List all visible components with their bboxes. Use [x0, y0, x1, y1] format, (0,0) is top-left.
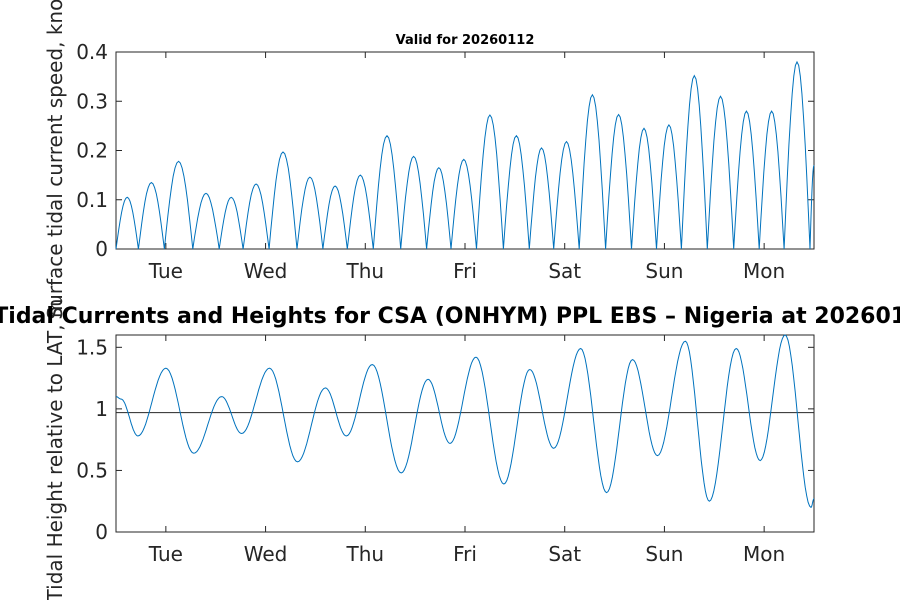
current-speed-xtick-label: Mon: [743, 259, 785, 283]
tidal-height-xtick-label: Fri: [453, 542, 477, 566]
current-speed-series: [115, 60, 815, 250]
tidal-height-xtick-label: Thu: [345, 542, 384, 566]
tidal-height-xtick-label: Sun: [645, 542, 683, 566]
tidal-height-xtick-label: Wed: [244, 542, 288, 566]
tidal-height-series: [116, 334, 815, 509]
current-speed-xtick-label: Tue: [148, 259, 183, 283]
tidal-height-yticks: 0 0.5 1 1.5: [76, 335, 814, 544]
current-speed-yticks: 0 0.1 0.2 0.3 0.4: [76, 40, 814, 261]
current-speed-xtick-label: Fri: [453, 259, 477, 283]
current-speed-ytick-label: 0.4: [76, 40, 108, 64]
tidal-height-ytick-label: 0.5: [76, 458, 108, 482]
current-speed-ylabel: Surface tidal current speed, knots: [43, 0, 67, 320]
tidal-height-axes-box: [115, 334, 815, 533]
tidal-height-xtick-label: Sat: [548, 542, 581, 566]
tidal-height-panel: 0 0.5 1 1.5 Tue Wed Thu Fri Sat Sun Mon Tidal Hei…: [0, 299, 900, 600]
current-speed-ytick-label: 0: [95, 237, 108, 261]
current-speed-title: Valid for 20260112: [396, 33, 535, 48]
tidal-height-ytick-label: 0: [95, 520, 108, 544]
tidal-height-line: [116, 334, 815, 509]
current-speed-ytick-label: 0.2: [76, 139, 108, 163]
current-speed-xtick-label: Sun: [645, 259, 683, 283]
tidal-height-xtick-label: Mon: [743, 542, 785, 566]
current-speed-xticks: Tue Wed Thu Fri Sat Sun Mon: [148, 52, 785, 283]
tidal-height-title: Tidal Currents and Heights for CSA (ONHY…: [0, 304, 900, 329]
tidal-height-ylabel: Tidal Height relative to LAT, m: [43, 299, 67, 600]
tidal-height-ytick-label: 1: [95, 397, 108, 421]
current-speed-ytick-label: 0.1: [76, 188, 108, 212]
current-speed-xtick-label: Thu: [345, 259, 384, 283]
current-speed-line: [115, 60, 815, 250]
current-speed-panel: Valid for 20260112 Surface tidal current…: [43, 0, 815, 320]
current-speed-axes-box: [115, 51, 815, 250]
tidal-height-ytick-label: 1.5: [76, 335, 108, 359]
tidal-height-xtick-label: Tue: [148, 542, 183, 566]
tidal-height-xticks: Tue Wed Thu Fri Sat Sun Mon: [148, 335, 785, 566]
current-speed-xtick-label: Sat: [548, 259, 581, 283]
current-speed-ytick-label: 0.3: [76, 89, 108, 113]
current-speed-xtick-label: Wed: [244, 259, 288, 283]
